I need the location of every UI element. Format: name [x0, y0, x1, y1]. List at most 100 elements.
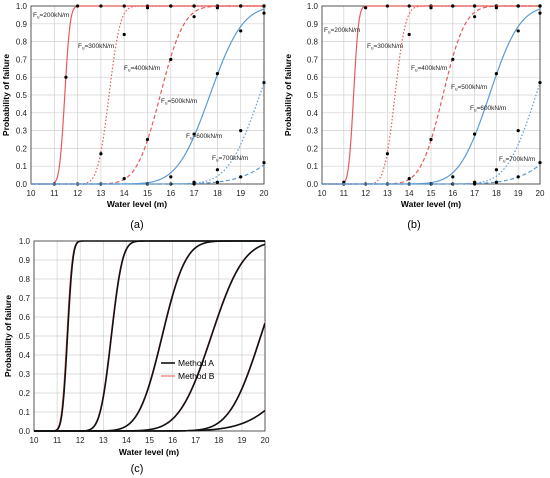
y-tick-label: 0.0	[16, 180, 28, 189]
y-tick-label: 0.9	[307, 20, 319, 29]
panel-a-chart: 10 11 12 13 14 15 16 17 18 19 20 0.0 0.1 0.2 0.3 0.4 0.5…	[1, 2, 269, 209]
x-tick-label: 15	[145, 436, 154, 445]
data-point	[473, 15, 477, 19]
legend-label: Method A	[178, 358, 214, 368]
x-tick-label: 13	[383, 189, 392, 198]
x-tick-label: 12	[361, 189, 370, 198]
data-point	[239, 4, 243, 8]
x-tick-label: 18	[214, 436, 223, 445]
x-tick-label: 10	[30, 436, 39, 445]
data-point	[385, 152, 389, 156]
y-tick-label: 0.9	[16, 20, 28, 29]
data-point	[122, 32, 126, 37]
y-tick-label: 0.1	[307, 162, 319, 171]
y-tick-label: 0.5	[307, 91, 319, 100]
data-point	[215, 180, 219, 184]
data-point	[516, 175, 520, 179]
x-tick-label: 17	[191, 436, 200, 445]
x-tick-label: 10	[27, 189, 36, 198]
x-tick-label: 18	[213, 189, 222, 198]
y-axis-label: Probability of failure	[3, 295, 13, 377]
y-tick-label: 0.6	[16, 73, 28, 82]
data-point	[215, 6, 219, 10]
panel-b-caption: (b)	[407, 219, 420, 231]
y-tick-label: 0.7	[16, 55, 28, 64]
x-tick-label: 19	[514, 189, 523, 198]
series-line	[34, 409, 265, 432]
y-tick-label: 0.7	[19, 294, 31, 303]
panel-c-caption: (c)	[131, 463, 144, 475]
x-tick-label: 16	[168, 436, 177, 445]
y-tick-label: 0.4	[16, 109, 28, 118]
x-tick-label: 19	[236, 189, 245, 198]
data-point	[407, 177, 411, 181]
x-tick-label: 20	[536, 189, 545, 198]
data-point	[99, 152, 103, 156]
data-point	[262, 80, 266, 85]
x-tick-label: 19	[237, 436, 246, 445]
y-tick-label: 0.9	[19, 256, 31, 265]
data-point	[494, 168, 498, 172]
y-tick-label: 0.6	[307, 73, 319, 82]
x-tick-label: 20	[260, 189, 269, 198]
data-point	[429, 6, 433, 10]
y-tick-label: 0.5	[19, 332, 31, 341]
data-point	[215, 72, 219, 76]
data-point	[169, 57, 173, 62]
series-label: Fu=300kN/m	[78, 43, 114, 51]
data-point	[192, 132, 196, 136]
data-point	[262, 161, 266, 165]
data-point	[494, 72, 498, 76]
data-point	[239, 175, 243, 179]
data-point	[145, 137, 150, 142]
x-tick-label: 15	[427, 189, 436, 198]
data-point	[407, 32, 411, 37]
data-point	[122, 4, 126, 8]
series-label: Fu=600kN/m	[470, 105, 506, 113]
data-point	[169, 4, 173, 8]
x-tick-label: 17	[470, 189, 479, 198]
y-tick-label: 0.2	[19, 389, 31, 398]
y-tick-label: 0.8	[307, 38, 319, 47]
data-point	[385, 4, 389, 8]
x-tick-label: 11	[340, 189, 349, 198]
series-label: Fu=300kN/m	[367, 43, 403, 51]
x-axis-label: Water level (m)	[401, 199, 461, 209]
y-tick-label: 0.0	[307, 180, 319, 189]
data-point	[538, 161, 542, 165]
series-label: Fu=200kN/m	[324, 27, 360, 35]
y-tick-label: 0.4	[307, 109, 319, 118]
x-tick-label: 16	[166, 189, 175, 198]
series-label: Fu=700kN/m	[499, 156, 535, 164]
y-tick-label: 0.3	[307, 127, 319, 136]
y-tick-label: 0.5	[16, 91, 28, 100]
data-point	[192, 182, 196, 186]
y-tick-label: 1.0	[19, 237, 31, 246]
x-tick-label: 15	[143, 189, 152, 198]
data-point	[538, 80, 542, 85]
panel-a-caption: (a)	[130, 219, 143, 231]
data-point	[192, 15, 196, 19]
x-tick-label: 13	[96, 189, 105, 198]
data-point	[494, 6, 498, 10]
x-tick-label: 14	[405, 189, 414, 198]
data-point	[364, 6, 368, 10]
y-tick-label: 1.0	[307, 2, 319, 11]
x-tick-label: 12	[73, 189, 82, 198]
x-tick-label: 13	[99, 436, 108, 445]
series-line	[31, 82, 264, 185]
data-point	[99, 4, 103, 8]
data-point	[516, 129, 520, 133]
data-point	[473, 4, 477, 8]
x-tick-label: 18	[492, 189, 501, 198]
data-point	[407, 4, 411, 8]
panel-c-chart: 10 11 12 13 14 15 16 17 18 19 20 0.0 0.1 0.2 0.3 0.4 0.5…	[3, 237, 270, 457]
data-point	[451, 57, 455, 62]
data-point	[169, 175, 173, 179]
x-axis-label: Water level (m)	[107, 199, 167, 209]
data-point	[451, 4, 455, 8]
data-point	[192, 4, 196, 8]
y-tick-label: 0.2	[307, 144, 319, 153]
series-label: Fu=400kN/m	[124, 65, 160, 73]
x-tick-label: 17	[190, 189, 199, 198]
